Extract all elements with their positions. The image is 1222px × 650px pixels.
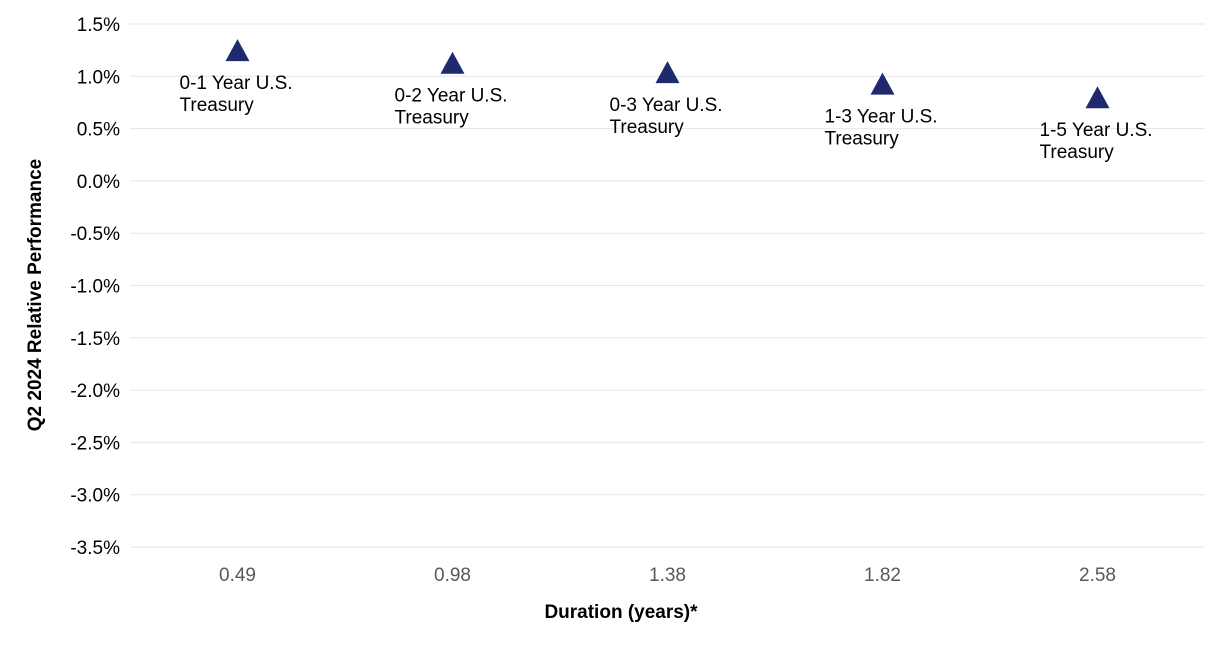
data-point-triangle <box>870 72 895 95</box>
data-point-triangle <box>1085 86 1110 109</box>
data-point-label: 1-3 Year U.S. Treasury <box>825 107 938 150</box>
y-axis-title: Q2 2024 Relative Performance <box>25 159 46 432</box>
x-tick-label: 2.58 <box>1079 565 1116 586</box>
point-labels: 0-1 Year U.S. Treasury 0-2 Year U.S. Treasu… <box>180 73 1153 163</box>
y-axis-ticks: 1.5% 1.0% 0.5% 0.0% -0.5% -1.0% -1.5% -2.0% -2.5… <box>70 15 120 559</box>
y-tick-label: 1.0% <box>77 67 120 88</box>
data-point-triangle <box>225 39 250 62</box>
y-tick-label: -2.5% <box>70 433 120 454</box>
data-point-label: 0-2 Year U.S. Treasury <box>395 86 508 129</box>
data-point-label: 1-5 Year U.S. Treasury <box>1040 120 1153 163</box>
y-tick-label: -3.0% <box>70 486 120 507</box>
y-tick-label: -0.5% <box>70 224 120 245</box>
data-point-triangle <box>440 51 465 74</box>
x-tick-label: 1.38 <box>649 565 686 586</box>
y-tick-label: -3.5% <box>70 538 120 559</box>
data-point-label: 0-1 Year U.S. Treasury <box>180 73 293 116</box>
data-point-label: 0-3 Year U.S. Treasury <box>610 95 723 138</box>
data-points <box>225 39 1110 109</box>
y-tick-label: -1.5% <box>70 329 120 350</box>
y-tick-label: 0.5% <box>77 120 120 141</box>
x-axis-ticks: 0.49 0.98 1.38 1.82 2.58 <box>219 565 1116 586</box>
data-point-triangle <box>655 61 680 84</box>
y-tick-label: 0.0% <box>77 172 120 193</box>
y-tick-label: 1.5% <box>77 15 120 36</box>
y-tick-label: -1.0% <box>70 277 120 298</box>
y-tick-label: -2.0% <box>70 381 120 402</box>
x-axis-title: Duration (years)* <box>544 602 698 623</box>
x-tick-label: 1.82 <box>864 565 901 586</box>
x-tick-label: 0.98 <box>434 565 471 586</box>
gridlines <box>130 23 1205 548</box>
x-tick-label: 0.49 <box>219 565 256 586</box>
